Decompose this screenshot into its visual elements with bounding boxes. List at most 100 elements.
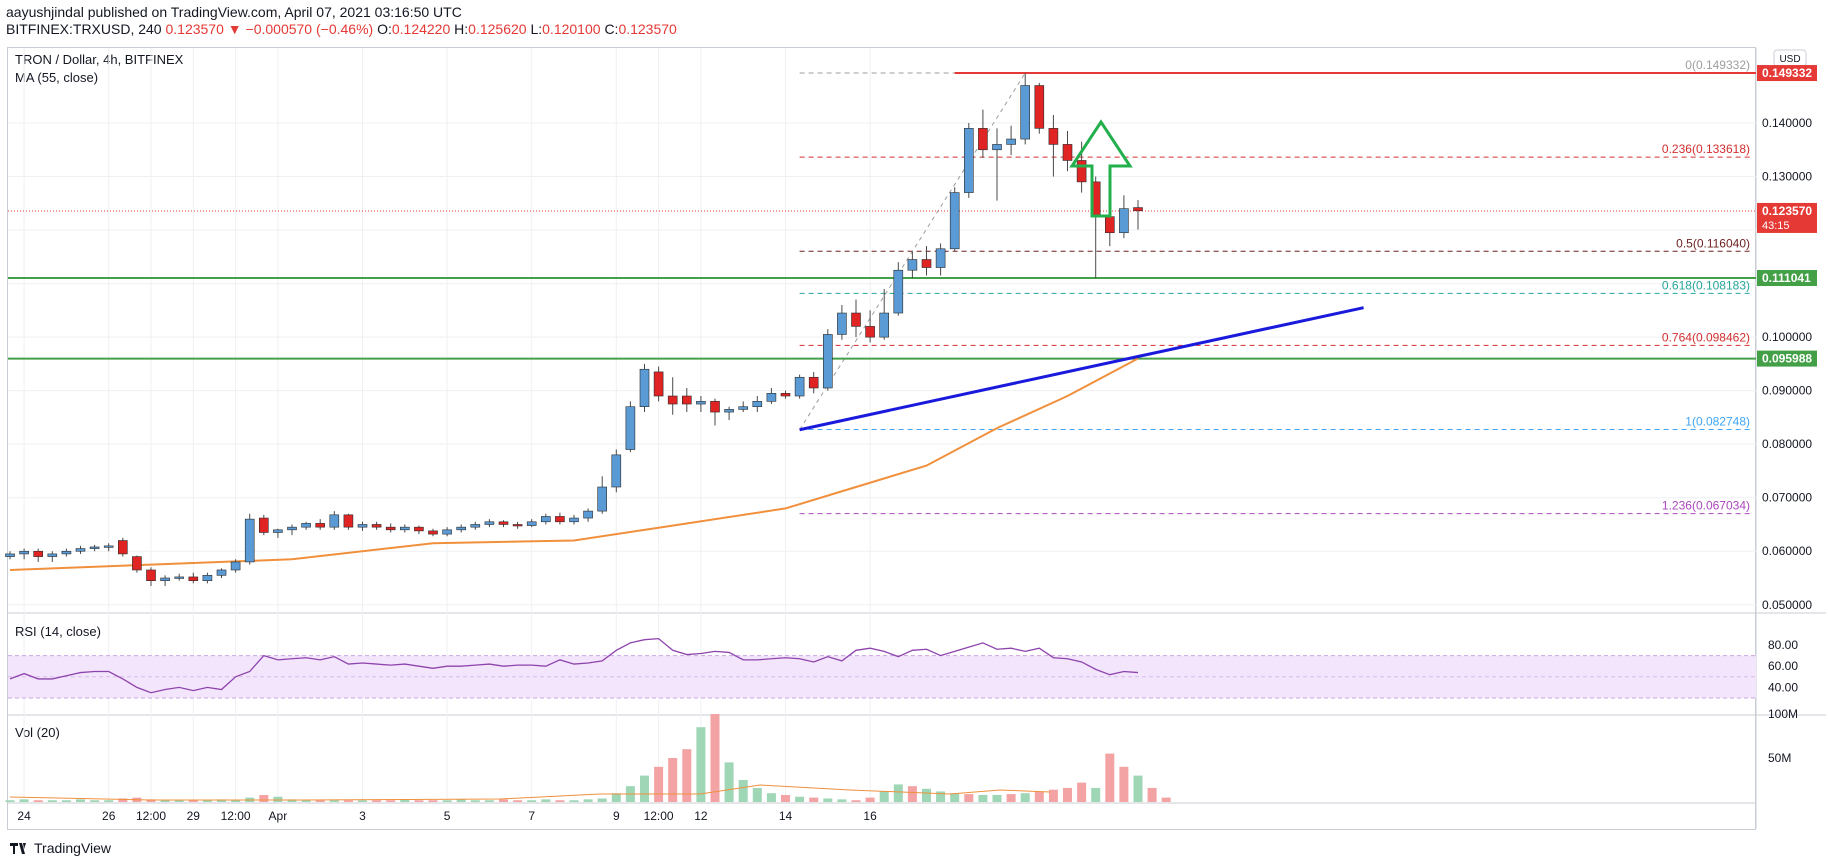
volume-bar [513,800,523,802]
candle-body [780,393,791,397]
volume-bar [188,800,198,802]
price-badge [1757,350,1817,367]
candle-body [33,550,44,557]
candle-body [357,524,368,528]
candle-body [724,409,734,413]
volume-tick-label: 50M [1768,751,1791,765]
candle-body [329,514,340,528]
volume-bar [414,800,424,802]
time-tick-label: 26 [102,809,116,823]
candle-body [935,248,946,268]
volume-bar [696,727,706,802]
h-label: H: [454,21,469,37]
price-badge-label: 0.111041 [1762,271,1811,285]
candle-body [992,144,1002,151]
time-tick-label: 9 [613,809,620,823]
h-value: 0.125620 [468,21,527,37]
volume-bar [33,800,43,802]
price-tick-label: 0.100000 [1762,330,1812,344]
candle-body [1006,138,1016,145]
candle-body [371,524,382,528]
candle-body [597,486,608,512]
candle-body [315,523,326,528]
publish-text: published on TradingView.com, April 07, … [87,4,462,20]
volume-bar [541,799,551,802]
volume-bar [104,800,114,802]
volume-bar [442,800,452,802]
volume-bar [231,800,241,802]
candle-body [1034,85,1045,129]
c-value: 0.123570 [618,21,677,37]
volume-bar [386,800,396,802]
tradingview-logo-icon [10,843,26,854]
author[interactable]: aayushjindal [6,4,84,20]
volume-bar [19,799,29,802]
volume-bar [1063,787,1072,802]
candle-body [273,529,283,533]
fib-level-label: 0.618(0.108183) [1662,278,1750,292]
candle-body [512,524,523,527]
time-tick-label: 14 [779,809,793,823]
candle-body [851,312,861,327]
volume-bar [752,787,762,802]
chart-frame[interactable]: TRON / Dollar, 4h, BITFINEX MA (55, clos… [7,47,1756,830]
price-badge [1757,270,1817,287]
fib-level-label: 1(0.082748) [1685,414,1750,428]
l-value: 0.120100 [542,21,601,37]
volume-bar [160,800,170,802]
candle-body [399,526,410,531]
volume-bar [400,799,410,802]
up-arrow-icon [1069,119,1133,218]
price-badge-label: 0.149332 [1762,66,1812,80]
tradingview-brand[interactable]: TradingView [10,840,111,856]
currency-badge-label: USD [1779,54,1800,65]
volume-bar [301,800,311,802]
l-label: L: [530,21,543,37]
price-badge-timer: 43:15 [1762,220,1790,232]
volume-bar [1048,789,1058,802]
candle-body [710,401,720,413]
volume-bar [329,800,339,802]
volume-bar [922,788,931,802]
candle-body [681,395,692,405]
rsi-tick-label: 60.00 [1768,659,1798,673]
candle-body [1119,208,1129,234]
o-value: 0.124220 [391,21,451,37]
time-tick-label: Apr [269,809,288,823]
volume-bar [936,791,946,802]
volume-bar [1020,793,1030,802]
volume-legend[interactable]: Vol (20) [15,725,60,740]
volume-bar [1034,791,1044,802]
candle-body [766,393,777,402]
volume-bar [992,794,1002,802]
candle-body [653,371,664,397]
candle-body [1048,128,1059,145]
candle-body [160,577,170,581]
candle-body [61,550,72,555]
volume-bar [287,799,297,802]
candle-body [19,550,29,555]
fib-level-label: 0.5(0.116040) [1676,236,1750,250]
candle-body [625,406,636,450]
price-tick-label: 0.130000 [1762,170,1812,184]
candle-body [343,514,354,528]
volume-bar [950,793,960,802]
ma-legend[interactable]: MA (55, close) [15,70,99,85]
rsi-legend[interactable]: RSI (14, close) [15,624,101,639]
candle-body [696,401,706,405]
volume-bar [499,799,508,802]
price-badge-label: 0.123570 [1762,204,1812,218]
publish-line: aayushjindal published on TradingView.co… [6,4,462,20]
candle-body [188,576,199,581]
candle-body [555,516,565,523]
c-label: C: [604,21,619,37]
rsi-line [9,637,1139,694]
time-tick-label: 3 [359,809,366,823]
candle-body [258,517,269,533]
volume-ma-line [9,784,1051,801]
rsi-tick-label: 80.00 [1768,638,1798,652]
volume-bar [1077,782,1087,802]
volume-bar [315,800,325,802]
volume-bar [583,799,593,802]
